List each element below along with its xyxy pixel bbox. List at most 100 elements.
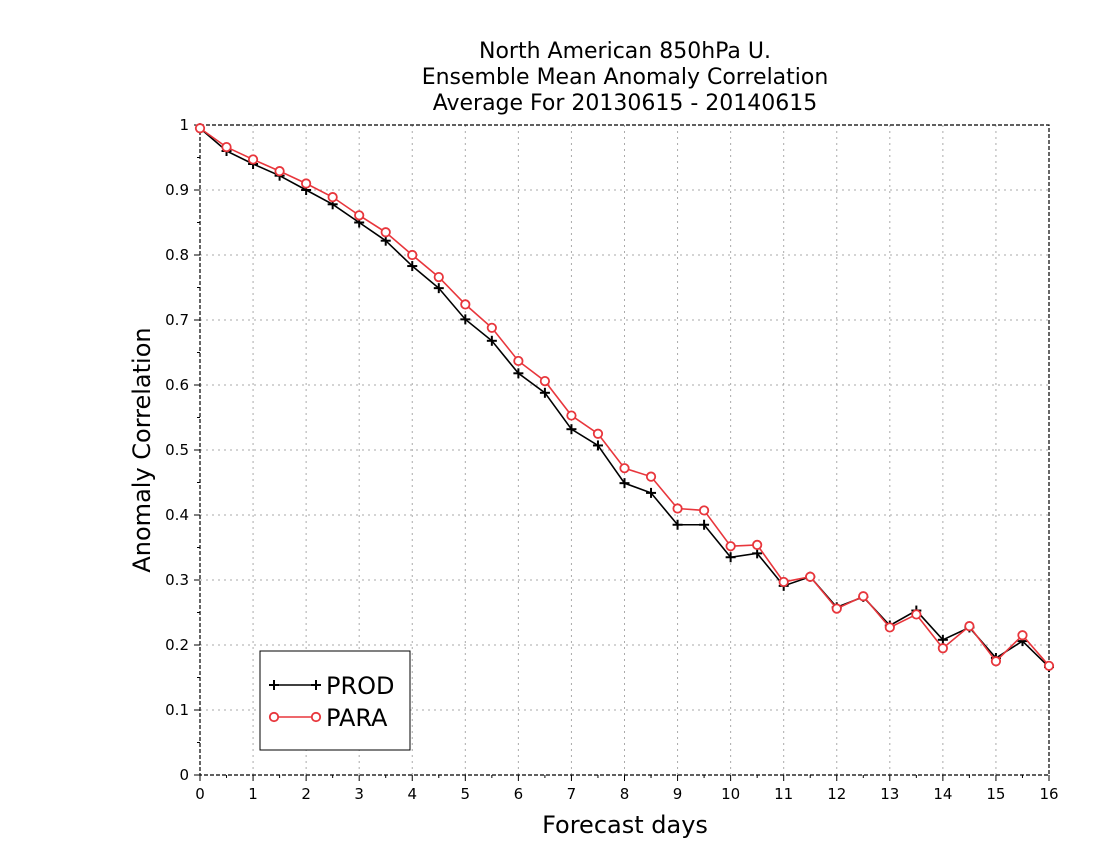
data-point-prod: [486, 335, 497, 346]
data-point-prod: [672, 519, 683, 530]
title-line-1: North American 850hPa U.: [479, 39, 771, 64]
y-tick-label: 0.3: [165, 571, 189, 589]
data-point-para: [672, 503, 683, 514]
y-tick-label: 0.4: [165, 506, 189, 524]
data-point-prod: [513, 368, 524, 379]
x-tick-label: 12: [827, 785, 846, 803]
legend-marker: [311, 680, 321, 690]
data-point-para: [911, 609, 922, 620]
data-point-prod: [380, 235, 391, 246]
data-point-para: [486, 322, 497, 333]
data-point-para: [698, 505, 710, 516]
y-tick-label: 0.6: [165, 376, 189, 394]
data-point-para: [566, 410, 577, 421]
legend-entry-para: PARA: [268, 704, 388, 732]
y-tick-label: 1: [179, 116, 189, 134]
legend-marker: [310, 711, 322, 723]
x-tick-label: 9: [673, 785, 683, 803]
y-axis-label: Anomaly Correlation: [128, 327, 156, 572]
x-tick-label: 8: [620, 785, 630, 803]
data-point-prod: [592, 440, 603, 451]
legend-marker: [268, 711, 280, 723]
data-point-para: [194, 123, 206, 134]
data-point-para: [301, 178, 312, 189]
x-axis: 0 1 2 3 4 5 6 7 8 9 10 11 12 13 14 15 16: [195, 775, 1059, 803]
x-tick-label: 16: [1039, 785, 1058, 803]
x-tick-label: 1: [248, 785, 258, 803]
x-tick-label: 15: [986, 785, 1005, 803]
x-tick-label: 11: [774, 785, 793, 803]
data-point-para: [221, 142, 232, 153]
data-point-para: [805, 571, 816, 582]
data-point-para: [964, 621, 975, 632]
data-point-para: [725, 541, 736, 552]
legend-label: PARA: [326, 704, 388, 732]
x-tick-label: 0: [195, 785, 205, 803]
data-point-para: [407, 249, 418, 261]
data-point-prod: [433, 283, 444, 294]
y-tick-label: 0.9: [165, 181, 189, 199]
data-point-para: [752, 539, 763, 551]
data-point-para: [1017, 630, 1028, 641]
data-point-para: [354, 210, 365, 221]
x-tick-label: 14: [933, 785, 952, 803]
y-axis: 0 0.1 0.2 0.3 0.4 0.5 0.6 0.7 0.8 0.9 1: [165, 116, 200, 784]
y-tick-label: 0.5: [165, 441, 189, 459]
x-tick-label: 10: [721, 785, 740, 803]
data-point-prod: [699, 519, 710, 530]
x-tick-label: 13: [880, 785, 899, 803]
data-point-prod: [460, 314, 471, 325]
data-point-para: [433, 271, 444, 283]
series-prod: [195, 123, 1054, 673]
x-tick-label: 2: [301, 785, 311, 803]
legend-box: [259, 650, 411, 751]
title-line-2: Ensemble Mean Anomaly Correlation: [422, 65, 829, 90]
data-point-prod: [725, 552, 736, 563]
y-tick-label: 0.7: [165, 311, 189, 329]
y-tick-label: 0: [179, 766, 189, 784]
data-point-para: [539, 375, 551, 387]
y-tick-label: 0.8: [165, 246, 189, 264]
data-point-prod: [407, 261, 418, 272]
data-point-para: [645, 471, 657, 482]
data-point-para: [274, 166, 285, 177]
data-point-prod: [539, 387, 550, 398]
data-point-prod: [566, 424, 577, 435]
data-point-para: [778, 576, 789, 588]
legend: PROD PARA: [259, 650, 411, 751]
data-point-para: [831, 603, 842, 614]
data-point-para: [884, 622, 895, 633]
legend-label: PROD: [326, 672, 395, 700]
legend-entry-prod: PROD: [269, 672, 395, 700]
data-point-para: [327, 192, 338, 203]
data-point-para: [858, 591, 869, 602]
data-point-para: [990, 656, 1002, 667]
x-tick-label: 3: [354, 785, 364, 803]
data-point-para: [460, 299, 471, 310]
x-tick-label: 4: [407, 785, 417, 803]
data-point-prod: [937, 634, 948, 645]
series-line-para: [199, 127, 1050, 667]
data-point-para: [592, 428, 604, 439]
title-line-3: Average For 20130615 - 20140615: [433, 91, 818, 116]
data-point-prod: [752, 548, 763, 559]
x-tick-label: 6: [514, 785, 524, 803]
legend-marker: [269, 680, 279, 690]
data-point-para: [513, 355, 524, 367]
data-point-para: [619, 463, 630, 474]
data-point-para: [937, 643, 948, 654]
x-tick-label: 5: [461, 785, 471, 803]
series-para: [194, 123, 1055, 671]
series-layer: [194, 123, 1055, 673]
y-tick-label: 0.2: [165, 636, 189, 654]
data-point-para: [380, 227, 391, 238]
x-axis-label: Forecast days: [542, 811, 708, 839]
y-tick-label: 0.1: [165, 701, 189, 719]
data-point-prod: [646, 487, 657, 498]
data-point-para: [247, 154, 259, 165]
data-point-para: [1043, 660, 1055, 671]
chart-title: North American 850hPa U. Ensemble Mean A…: [422, 39, 829, 116]
x-tick-label: 7: [567, 785, 577, 803]
grid: [200, 125, 1049, 775]
